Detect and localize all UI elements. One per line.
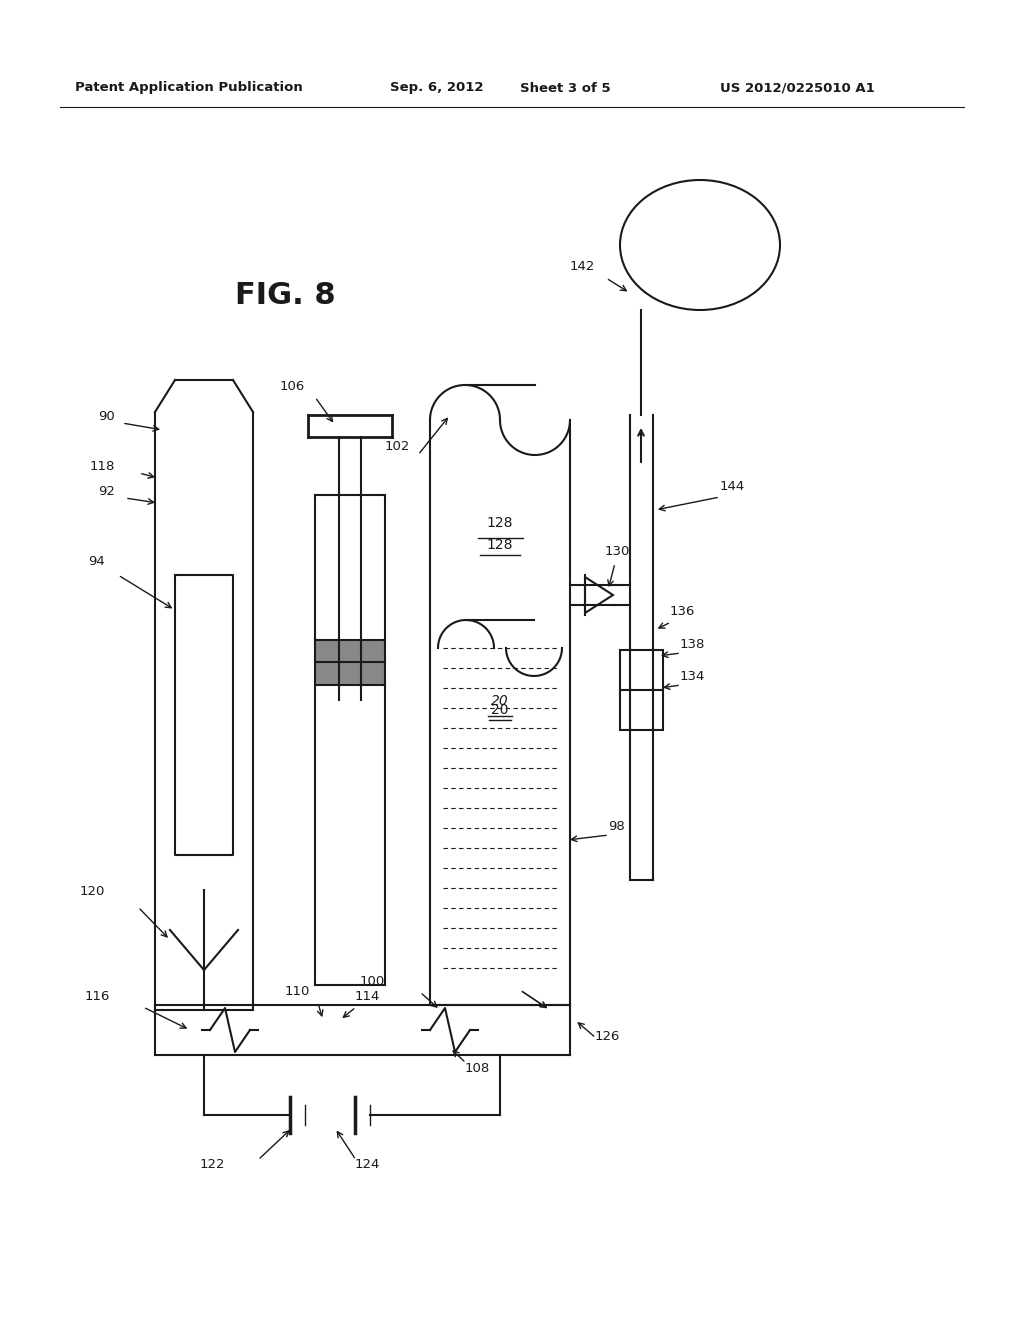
Text: 92: 92 xyxy=(98,484,115,498)
Text: 106: 106 xyxy=(280,380,305,393)
Text: 114: 114 xyxy=(355,990,380,1003)
Text: 138: 138 xyxy=(680,638,706,651)
Bar xyxy=(315,640,385,685)
Text: 136: 136 xyxy=(670,605,695,618)
Text: 128: 128 xyxy=(486,539,513,552)
Text: Sheet 3 of 5: Sheet 3 of 5 xyxy=(520,82,610,95)
Text: 142: 142 xyxy=(569,260,595,273)
Text: 130: 130 xyxy=(605,545,631,558)
Text: 128: 128 xyxy=(486,516,513,531)
Text: 90: 90 xyxy=(98,411,115,422)
Text: 110: 110 xyxy=(285,985,310,998)
Bar xyxy=(620,649,663,730)
Text: 120: 120 xyxy=(80,884,105,898)
Text: 118: 118 xyxy=(90,459,115,473)
Text: US 2012/0225010 A1: US 2012/0225010 A1 xyxy=(720,82,874,95)
Text: 116: 116 xyxy=(85,990,110,1003)
Text: 124: 124 xyxy=(355,1158,380,1171)
Text: 122: 122 xyxy=(200,1158,225,1171)
Text: 100: 100 xyxy=(359,975,385,987)
Text: 134: 134 xyxy=(680,671,706,682)
Text: 144: 144 xyxy=(720,480,745,492)
Text: 98: 98 xyxy=(608,820,625,833)
Text: FIG. 8: FIG. 8 xyxy=(234,281,336,309)
Text: 94: 94 xyxy=(88,554,105,568)
Text: 102: 102 xyxy=(385,440,410,453)
Text: Patent Application Publication: Patent Application Publication xyxy=(75,82,303,95)
Text: 20: 20 xyxy=(492,694,509,708)
Text: 126: 126 xyxy=(595,1030,621,1043)
Text: 20: 20 xyxy=(492,704,509,717)
Text: 108: 108 xyxy=(465,1063,490,1074)
Text: Sep. 6, 2012: Sep. 6, 2012 xyxy=(390,82,483,95)
